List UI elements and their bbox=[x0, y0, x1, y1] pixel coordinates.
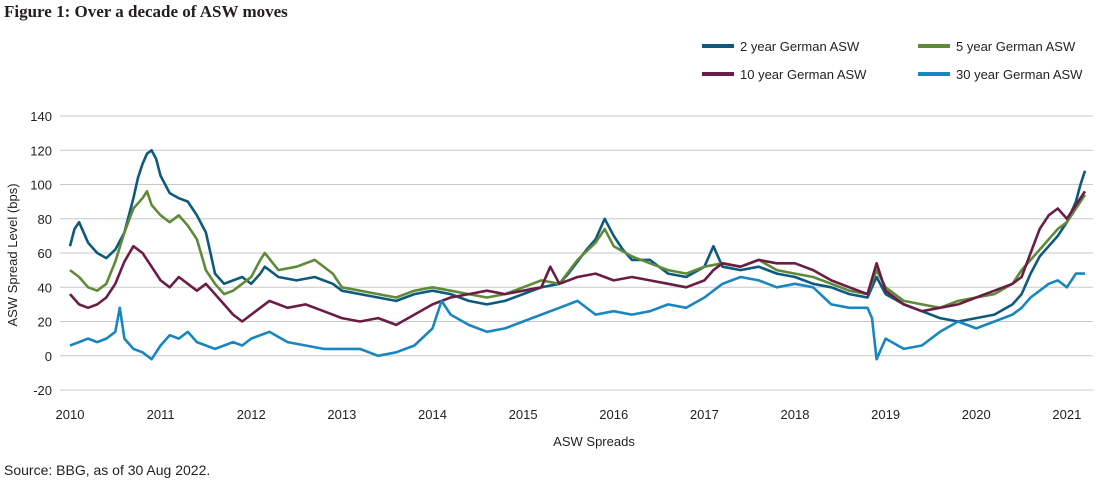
y-tick-label: 20 bbox=[38, 315, 52, 330]
x-tick-label: 2019 bbox=[871, 407, 900, 422]
y-tick-label: 40 bbox=[38, 280, 52, 295]
x-tick-label: 2014 bbox=[418, 407, 447, 422]
x-tick-label: 2011 bbox=[147, 407, 175, 422]
y-tick-label: -20 bbox=[33, 383, 52, 398]
legend: 2 year German ASW 5 year German ASW 10 yea… bbox=[702, 39, 1083, 82]
source-note: Source: BBG, as of 30 Aug 2022. bbox=[4, 462, 211, 478]
series-line-30-year-german-asw bbox=[69, 272, 1085, 361]
y-tick-label: 0 bbox=[45, 349, 52, 364]
y-tick-label: 80 bbox=[38, 212, 52, 227]
x-tick-label: 2015 bbox=[509, 407, 538, 422]
legend-label: 10 year German ASW bbox=[740, 67, 867, 82]
x-tick-label: 2016 bbox=[599, 407, 628, 422]
legend-label: 5 year German ASW bbox=[956, 39, 1076, 54]
legend-label: 30 year German ASW bbox=[956, 67, 1083, 82]
y-tick-label: 140 bbox=[30, 109, 52, 124]
y-tick-label: 100 bbox=[30, 178, 52, 193]
x-tick-label: 2010 bbox=[56, 407, 85, 422]
x-tick-label: 2017 bbox=[690, 407, 719, 422]
x-tick-label: 2012 bbox=[237, 407, 266, 422]
y-tick-label: 120 bbox=[30, 143, 52, 158]
gridlines bbox=[60, 115, 1093, 391]
legend-label: 2 year German ASW bbox=[740, 39, 860, 54]
x-tick-label: 2018 bbox=[781, 407, 810, 422]
x-axis-label: ASW Spreads bbox=[553, 434, 635, 449]
series-line-10-year-german-asw bbox=[69, 190, 1087, 327]
x-tick-label: 2021 bbox=[1052, 407, 1081, 422]
y-axis-label: ASW Spread Level (bps) bbox=[5, 183, 20, 326]
series-line-5-year-german-asw bbox=[69, 190, 1087, 310]
x-tick-label: 2020 bbox=[962, 407, 991, 422]
figure-title: Figure 1: Over a decade of ASW moves bbox=[4, 2, 288, 21]
y-tick-labels: -20 0 20 40 60 80 100 120 140 bbox=[30, 109, 52, 398]
x-tick-labels: 2010 2011 2012 2013 2014 2015 2016 2017 2018 2019… bbox=[56, 407, 1082, 422]
series-line-2-year-german-asw bbox=[68, 149, 1087, 323]
y-tick-label: 60 bbox=[38, 246, 52, 261]
series-lines bbox=[68, 149, 1087, 361]
x-tick-label: 2013 bbox=[327, 407, 356, 422]
